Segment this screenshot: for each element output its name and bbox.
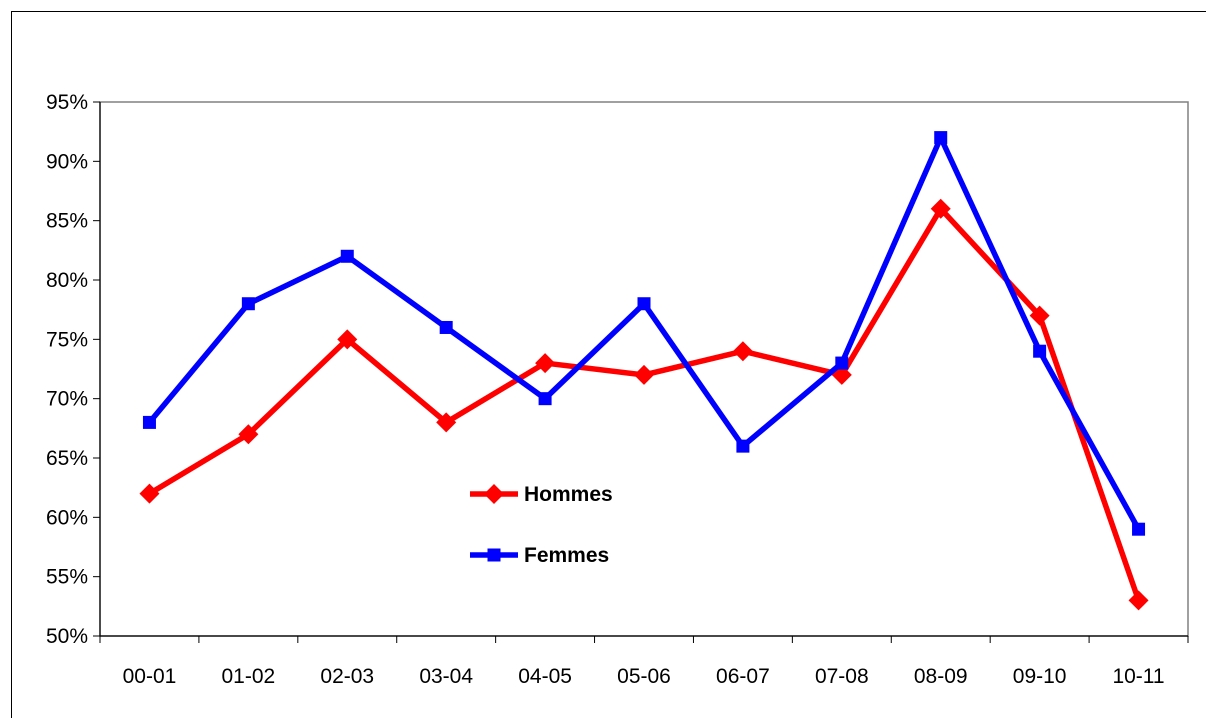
y-tick-label: 90% <box>46 150 88 173</box>
x-tick-label: 05-06 <box>617 665 671 688</box>
y-tick-label: 75% <box>46 328 88 351</box>
x-tick-label: 10-11 <box>1112 665 1164 688</box>
data-point-femmes <box>340 249 354 263</box>
legend-item-femmes: Femmes <box>470 544 609 567</box>
data-point-femmes <box>538 392 552 406</box>
x-tick-label: 06-07 <box>716 665 770 688</box>
y-tick-label: 50% <box>46 625 88 648</box>
x-tick-label: 09-10 <box>1013 665 1067 688</box>
y-tick-label: 60% <box>46 506 88 529</box>
data-point-femmes <box>142 415 156 429</box>
series-femmes <box>142 131 1146 536</box>
data-point-hommes <box>337 329 358 350</box>
data-point-femmes <box>835 356 849 370</box>
data-point-hommes <box>732 341 753 362</box>
data-point-femmes <box>1033 344 1047 358</box>
y-axis: 95% 90% 85% 80% 75% 70% 65% 60% 55% 50% <box>46 91 101 648</box>
data-point-femmes <box>439 320 453 334</box>
x-tick-label: 08-09 <box>914 665 968 688</box>
data-point-hommes <box>930 198 951 219</box>
data-point-hommes <box>1029 305 1050 326</box>
x-tick-label: 02-03 <box>320 665 374 688</box>
x-tick-label: 01-02 <box>222 665 276 688</box>
y-tick-label: 70% <box>46 388 88 411</box>
data-point-hommes <box>535 353 556 374</box>
legend-item-hommes: Hommes <box>470 483 613 506</box>
x-tick-label: 07-08 <box>815 665 869 688</box>
y-tick-label: 80% <box>46 269 88 292</box>
chart-frame <box>11 11 1206 718</box>
series-line-hommes <box>146 206 1142 604</box>
series-line-femmes <box>146 134 1142 532</box>
x-tick-label: 03-04 <box>419 665 473 688</box>
series-layer <box>139 131 1149 611</box>
legend-marker-hommes <box>484 484 504 504</box>
data-point-hommes <box>1128 590 1149 611</box>
y-tick-label: 65% <box>46 447 88 470</box>
legend-marker-femmes <box>487 548 501 562</box>
y-tick-label: 95% <box>46 91 88 114</box>
legend: Hommes Femmes <box>470 483 613 567</box>
data-point-hommes <box>238 424 259 445</box>
x-tick-label: 00-01 <box>123 665 177 688</box>
series-hommes <box>139 198 1149 611</box>
y-tick-label: 55% <box>46 566 88 589</box>
data-point-hommes <box>436 412 457 433</box>
legend-label-femmes: Femmes <box>524 544 609 567</box>
legend-label-hommes: Hommes <box>524 483 613 506</box>
data-point-femmes <box>1132 522 1146 536</box>
x-tick-label: 04-05 <box>518 665 572 688</box>
data-point-hommes <box>139 483 160 504</box>
data-point-femmes <box>637 297 651 311</box>
data-point-femmes <box>934 131 948 145</box>
data-point-femmes <box>736 439 750 453</box>
data-point-femmes <box>241 297 255 311</box>
y-tick-label: 85% <box>46 210 88 233</box>
x-axis: 00-01 01-02 02-03 03-04 04-05 05-06 06-07 07-08… <box>99 635 1189 688</box>
data-point-hommes <box>634 364 654 385</box>
